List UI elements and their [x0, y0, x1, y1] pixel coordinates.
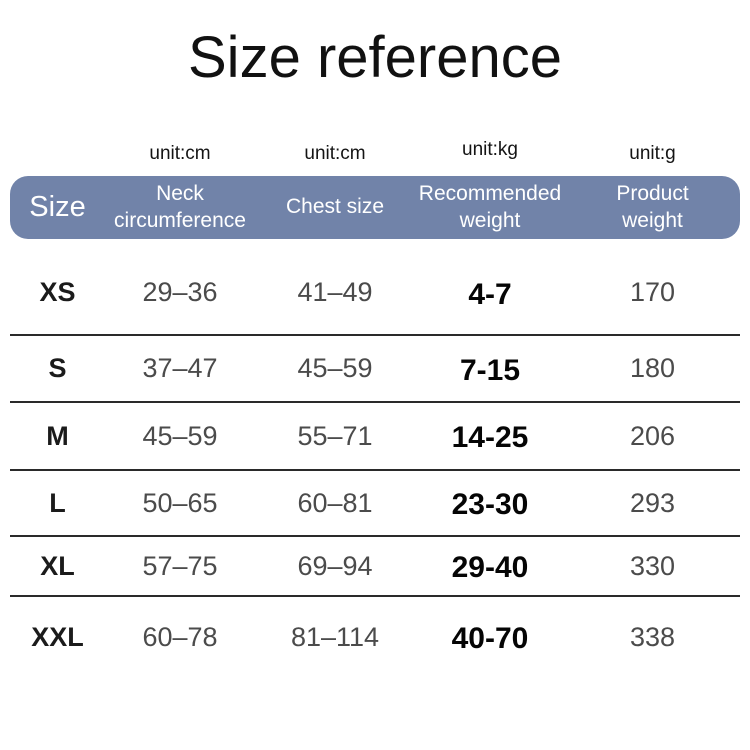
cell-product-weight: 206 [629, 420, 676, 451]
cell-chest-range: 60–81 [297, 487, 373, 518]
cell-size: XS [39, 277, 76, 307]
cell-recommended-weight: 29-40 [451, 551, 529, 584]
page-title: Size reference [188, 25, 562, 90]
cell-neck-range: 37–47 [142, 353, 218, 383]
unit-spacer [10, 141, 105, 167]
cell-recommended-weight: 4-7 [468, 277, 512, 311]
cell-chest-range: 81–114 [290, 621, 380, 652]
units-row: unit:cm unit:cm unit:kg unit:g [10, 139, 740, 167]
cell-recommended-weight: 7-15 [459, 353, 521, 387]
table-body: XS 29–36 41–49 4-7 170 S 37–47 45–59 7-1… [0, 239, 750, 677]
unit-label-neck: unit:cm [149, 143, 211, 164]
cell-neck-range: 60–78 [142, 621, 218, 652]
cell-product-weight: 330 [629, 550, 676, 581]
table-row: XS 29–36 41–49 4-7 170 [10, 239, 740, 336]
cell-neck-range: 57–75 [142, 550, 218, 581]
cell-size: S [48, 353, 67, 383]
cell-chest-range: 55–71 [297, 420, 373, 451]
cell-recommended-weight: 40-70 [451, 622, 529, 655]
cell-size: M [46, 420, 69, 451]
cell-size: L [49, 487, 66, 518]
cell-recommended-weight: 14-25 [451, 421, 529, 454]
unit-label-chest: unit:cm [304, 143, 366, 164]
header-product-weight: Product weight [565, 176, 740, 239]
cell-product-weight: 170 [629, 277, 676, 307]
header-chest-size: Chest size [285, 195, 385, 219]
unit-label-product: unit:g [629, 143, 676, 164]
table-row: L 50–65 60–81 23-30 293 [10, 471, 740, 537]
cell-neck-range: 50–65 [142, 487, 218, 518]
header-recommended-weight: Recommended weight [418, 182, 562, 232]
cell-neck-range: 45–59 [142, 420, 218, 451]
table-row: XL 57–75 69–94 29-40 330 [10, 537, 740, 597]
cell-chest-range: 41–49 [297, 277, 373, 307]
cell-size: XL [40, 550, 75, 581]
header-product-weight-label: Product weight [616, 182, 689, 232]
header-neck-circumference: Neck circumference [114, 182, 246, 232]
cell-product-weight: 180 [629, 353, 676, 383]
cell-neck-range: 29–36 [142, 277, 218, 307]
cell-recommended-weight: 23-30 [451, 488, 529, 521]
cell-product-weight: 293 [629, 487, 676, 518]
cell-size: XXL [31, 621, 84, 652]
table-row: S 37–47 45–59 7-15 180 [10, 336, 740, 403]
header-size: Size [29, 191, 86, 223]
unit-label-weight: unit:kg [462, 139, 518, 160]
cell-chest-range: 45–59 [297, 353, 373, 383]
table-row: XXL 60–78 81–114 40-70 338 [10, 597, 740, 677]
table-header-row: Size Neck circumference Chest size Recom… [10, 176, 740, 239]
cell-chest-range: 69–94 [297, 550, 373, 581]
table-row: M 45–59 55–71 14-25 206 [10, 403, 740, 471]
cell-product-weight: 338 [629, 621, 676, 652]
